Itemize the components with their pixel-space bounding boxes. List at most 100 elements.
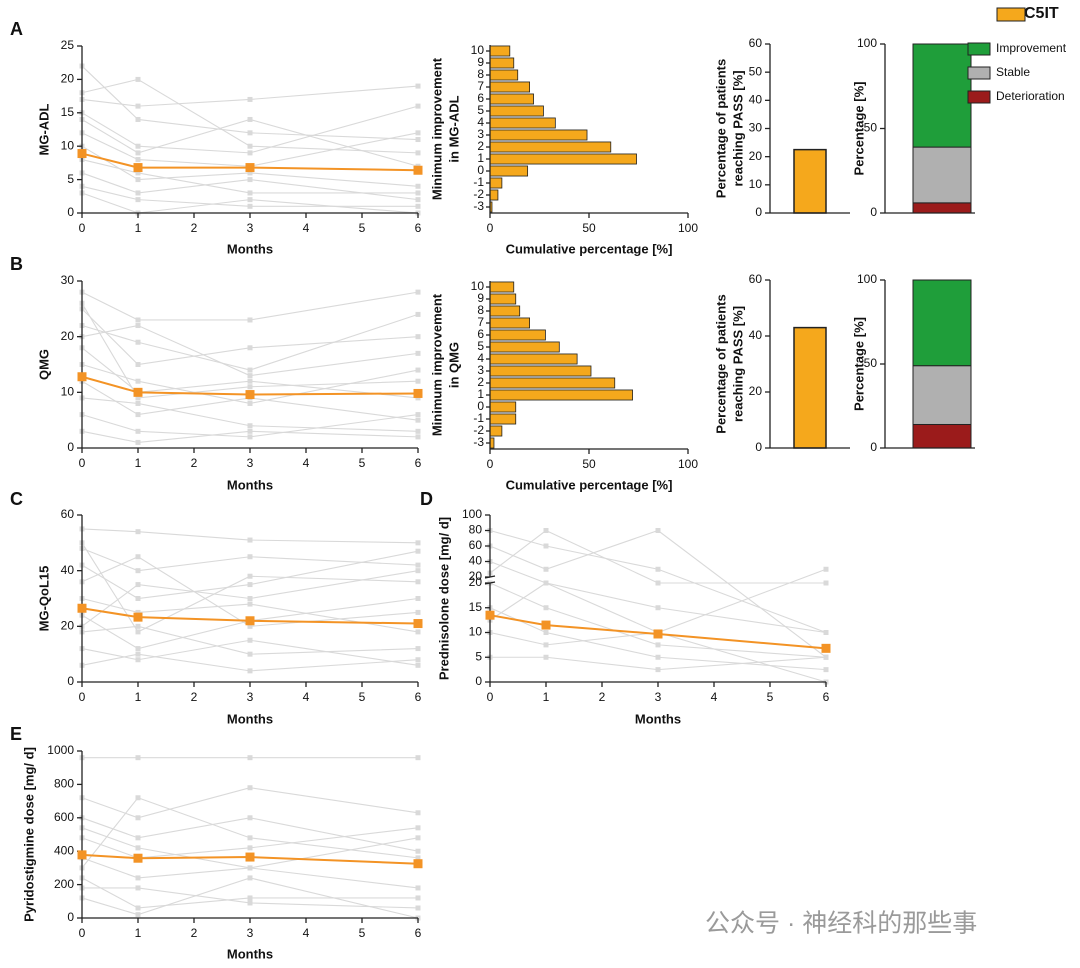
individual-line (81, 159, 418, 194)
individual-point (415, 855, 421, 861)
individual-point (135, 596, 141, 601)
individual-point (135, 339, 141, 345)
y-axis-label: in QMG (446, 342, 461, 388)
y-tick-label: 1000 (47, 743, 74, 757)
x-tick-label: 4 (303, 456, 310, 470)
individual-line (81, 877, 419, 919)
category-label: 4 (477, 351, 484, 365)
category-label: 5 (477, 339, 484, 353)
individual-line (81, 570, 419, 627)
panel-label: B (10, 254, 23, 274)
individual-point (415, 378, 421, 384)
individual-line (489, 582, 827, 634)
individual-point (135, 755, 141, 761)
y-tick-label: 40 (749, 328, 763, 342)
individual-point (247, 835, 253, 841)
x-tick-label: 4 (303, 690, 310, 704)
individual-point (247, 378, 253, 384)
individual-line (489, 631, 827, 683)
individual-point (655, 654, 661, 660)
individual-line (81, 787, 419, 819)
y-tick-label: 20 (61, 619, 75, 633)
individual-point (415, 417, 421, 423)
individual-point (135, 378, 141, 384)
bar (489, 69, 519, 81)
individual-point (135, 568, 141, 574)
individual-line (81, 380, 419, 421)
x-tick-label: 1 (135, 926, 142, 940)
individual-point (135, 845, 141, 851)
individual-point (415, 540, 421, 546)
bar (489, 45, 511, 57)
y-tick-label: 600 (54, 810, 74, 824)
bar (489, 329, 546, 341)
y-tick-label: 50 (864, 121, 878, 135)
individual-line (81, 324, 419, 377)
category-label: 6 (477, 91, 484, 105)
individual-point (415, 755, 421, 761)
individual-line (81, 857, 419, 889)
individual-line (489, 582, 827, 658)
category-label: 9 (477, 291, 484, 305)
legend-swatch (967, 42, 991, 56)
individual-point (543, 566, 549, 572)
x-axis-label: Months (227, 241, 273, 256)
individual-point (247, 596, 253, 601)
category-label: -2 (473, 187, 484, 201)
individual-line (81, 414, 419, 438)
category-label: 2 (477, 375, 484, 389)
individual-point (415, 810, 421, 816)
mean-point (77, 149, 87, 159)
individual-point (247, 116, 253, 122)
individual-point (415, 83, 421, 89)
y-axis-label: MG-QoL15 (36, 566, 51, 632)
individual-point (247, 785, 253, 791)
individual-point (247, 623, 253, 629)
individual-point (415, 848, 421, 854)
individual-point (247, 651, 253, 657)
bar-segment (912, 279, 972, 367)
mean-line (81, 375, 419, 396)
individual-point (247, 203, 253, 209)
y-tick-label: 800 (54, 777, 74, 791)
individual-point (823, 654, 829, 660)
x-tick-label: 0 (487, 457, 494, 471)
individual-point (415, 334, 421, 340)
individual-point (247, 130, 253, 136)
x-tick-label: 5 (359, 926, 366, 940)
mean-point (133, 853, 143, 863)
x-tick-label: 3 (247, 221, 254, 235)
x-tick-label: 2 (191, 690, 198, 704)
panel-label: D (420, 489, 433, 509)
x-axis-label: Cumulative percentage [%] (506, 241, 673, 256)
individual-point (655, 566, 661, 572)
bar (489, 189, 499, 201)
mean-line (81, 853, 419, 865)
individual-point (415, 203, 421, 209)
individual-point (135, 323, 141, 329)
individual-point (655, 528, 661, 533)
individual-point (135, 170, 141, 176)
y-tick-label: 10 (469, 625, 483, 639)
x-tick-label: 50 (582, 457, 596, 471)
individual-line (82, 887, 419, 909)
individual-point (135, 529, 141, 535)
mean-point (653, 629, 663, 639)
individual-point (247, 755, 253, 761)
individual-point (247, 150, 253, 156)
mean-point (245, 390, 255, 400)
individual-point (247, 582, 253, 588)
category-label: 10 (471, 279, 485, 293)
mean-point (77, 850, 87, 860)
individual-point (135, 582, 141, 588)
legend-label: Deterioration (996, 89, 1065, 103)
individual-point (135, 795, 141, 801)
individual-point (543, 642, 549, 648)
individual-line (489, 529, 827, 658)
individual-point (135, 143, 141, 149)
x-tick-label: 3 (247, 926, 254, 940)
panel-label: C (10, 489, 23, 509)
y-tick-label: 0 (67, 910, 74, 924)
x-tick-label: 4 (303, 221, 310, 235)
x-tick-label: 6 (415, 690, 422, 704)
